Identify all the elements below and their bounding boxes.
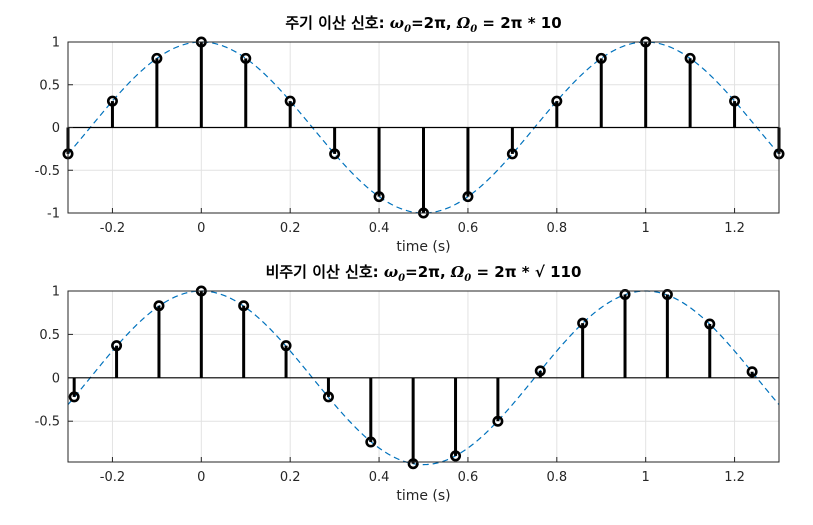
x-tick-label: 0.2 — [280, 221, 301, 236]
x-tick-label: -0.2 — [100, 221, 125, 236]
stem-marker — [240, 52, 252, 64]
y-tick-label: 0.5 — [39, 78, 60, 93]
stem-marker — [661, 288, 673, 300]
stem-marker — [506, 148, 518, 160]
stem-marker — [373, 191, 385, 203]
continuous-curve — [67, 290, 780, 466]
x-tick-label: -0.2 — [100, 470, 125, 485]
y-tick-label: 0 — [52, 371, 60, 386]
stem-marker — [111, 340, 123, 352]
stem-marker — [238, 300, 250, 312]
stem-marker — [153, 300, 165, 312]
stem-marker — [492, 415, 504, 427]
y-tick-label: -1 — [47, 207, 60, 222]
x-tick-label: 0.2 — [280, 470, 301, 485]
stem-marker — [284, 95, 296, 107]
x-tick-label: 1 — [642, 470, 650, 485]
x-axis-label: time (s) — [396, 488, 450, 504]
chart-title: 주기 이산 신호: ω0=2π, Ω0 = 2π * 10 — [285, 14, 561, 35]
stem-marker — [68, 391, 80, 403]
y-tick-label: 1 — [52, 285, 60, 300]
x-tick-label: 0.6 — [458, 470, 479, 485]
stem-marker — [551, 95, 563, 107]
x-tick-label: 1 — [642, 221, 650, 236]
stem-marker — [365, 436, 377, 448]
x-tick-label: 0.6 — [458, 221, 479, 236]
stem-marker — [746, 366, 758, 378]
stem-marker — [280, 340, 292, 352]
stem-marker — [704, 318, 716, 330]
x-axis-label: time (s) — [396, 239, 450, 255]
stem-marker — [329, 148, 341, 160]
chart-2: -0.2 0 0.2 0.4 0.6 0.8 1 1.2 -0.5 0 0.5 1 time (s) 비주… — [35, 263, 780, 504]
x-tick-label: 0.8 — [546, 221, 567, 236]
stem-marker — [462, 191, 474, 203]
x-tick-label: 0 — [197, 221, 205, 236]
x-tick-label: 0.8 — [546, 470, 567, 485]
x-tick-label: 1.2 — [724, 221, 745, 236]
stem-marker — [151, 52, 163, 64]
stem-marker — [577, 317, 589, 329]
chart-1: -0.2 0 0.2 0.4 0.6 0.8 1 1.2 -1 -0.5 0 0.5 1 time (s)… — [35, 14, 785, 255]
stem-marker — [684, 52, 696, 64]
stem-marker — [407, 458, 419, 470]
stem-marker — [619, 288, 631, 300]
stem-marker — [322, 391, 334, 403]
continuous-curve — [67, 41, 780, 214]
x-tick-label: 0.4 — [369, 470, 390, 485]
x-tick-label: 0 — [197, 470, 205, 485]
stem-marker — [729, 95, 741, 107]
plot-area — [68, 291, 779, 462]
y-tick-label: 0.5 — [39, 328, 60, 343]
stem-marker — [534, 365, 546, 377]
stem-marker — [106, 95, 118, 107]
stem-marker — [595, 52, 607, 64]
stem-marker — [450, 450, 462, 462]
y-tick-label: 0 — [52, 121, 60, 136]
y-tick-label: -0.5 — [35, 164, 60, 179]
axes-frame — [67, 290, 780, 463]
chart-title: 비주기 이산 신호: ω0=2π, Ω0 = 2π * √ 110 — [266, 263, 582, 284]
y-tick-label: -0.5 — [35, 415, 60, 430]
x-tick-label: 1.2 — [724, 470, 745, 485]
y-tick-label: 1 — [52, 36, 60, 51]
x-tick-label: 0.4 — [369, 221, 390, 236]
